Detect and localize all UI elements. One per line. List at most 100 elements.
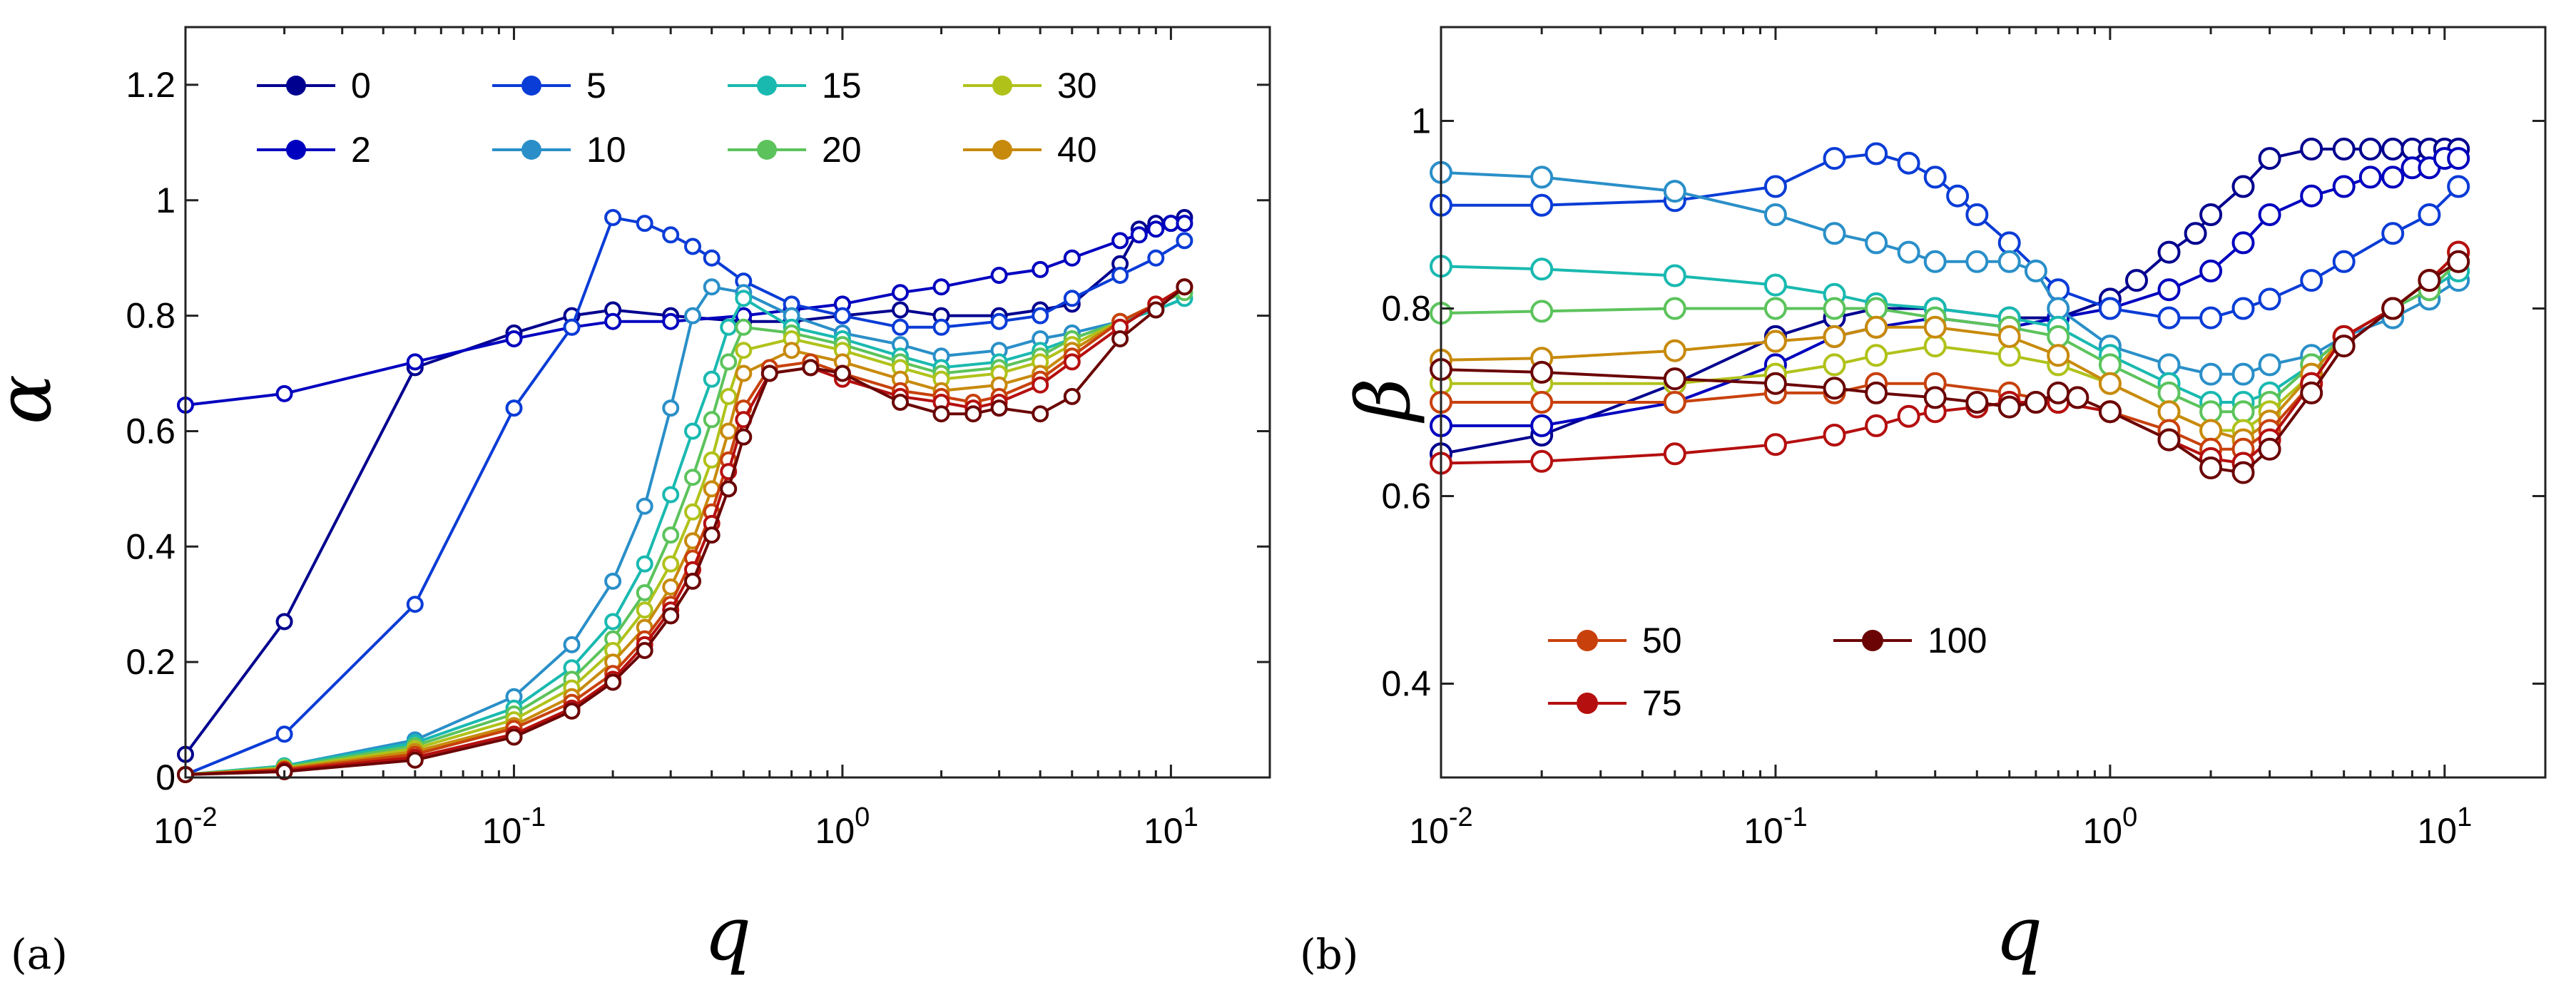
data-point bbox=[2066, 386, 2089, 409]
data-point bbox=[703, 278, 721, 296]
data-point bbox=[1530, 300, 1554, 323]
data-point bbox=[783, 342, 800, 359]
data-point bbox=[684, 572, 701, 590]
data-point bbox=[1763, 372, 1787, 395]
data-point bbox=[1663, 391, 1686, 414]
panel-b: 0.4 0.6 0.8 1 10-2 10-1 100 101 β q (b) 50 100 75 bbox=[1300, 26, 2547, 979]
data-point bbox=[2199, 259, 2223, 282]
data-point bbox=[1823, 325, 1846, 348]
data-point bbox=[1763, 330, 1787, 353]
data-point bbox=[990, 399, 1008, 417]
y-tick-label: 0.6 bbox=[1381, 476, 1431, 516]
legend-label: 20 bbox=[822, 130, 862, 170]
legend-marker bbox=[521, 76, 541, 96]
panel-label: (b) bbox=[1300, 930, 1358, 979]
data-point bbox=[1997, 231, 2021, 255]
data-point bbox=[1865, 414, 1888, 437]
data-point bbox=[2157, 240, 2181, 264]
data-point bbox=[2231, 297, 2255, 320]
data-point bbox=[2157, 353, 2181, 377]
series-group bbox=[177, 209, 1193, 783]
data-point bbox=[2258, 287, 2281, 311]
data-point bbox=[2199, 419, 2223, 442]
data-point bbox=[662, 526, 680, 544]
legend-label: 30 bbox=[1057, 66, 1097, 106]
data-point bbox=[684, 422, 701, 440]
data-point bbox=[720, 480, 738, 498]
data-point bbox=[703, 249, 721, 267]
x-axis-label: q bbox=[1995, 890, 2043, 977]
data-point bbox=[2231, 461, 2255, 484]
data-point bbox=[1965, 250, 1989, 273]
x-tick-label: 10-1 bbox=[1743, 802, 1807, 851]
data-point bbox=[1965, 391, 1989, 414]
data-point bbox=[684, 238, 701, 255]
legend-label: 10 bbox=[586, 130, 626, 170]
data-point bbox=[1823, 297, 1846, 320]
data-point bbox=[2199, 306, 2223, 330]
data-point bbox=[505, 399, 523, 417]
legend-item-0: 0 bbox=[257, 66, 371, 106]
data-point bbox=[1823, 353, 1846, 377]
data-point bbox=[703, 451, 721, 469]
data-point bbox=[662, 607, 680, 625]
data-point bbox=[703, 526, 721, 544]
data-point bbox=[2184, 222, 2207, 245]
data-point bbox=[2047, 325, 2070, 348]
data-point bbox=[275, 725, 293, 743]
data-point bbox=[1176, 232, 1193, 250]
legend-item-20: 20 bbox=[728, 130, 862, 170]
data-point bbox=[1530, 449, 1554, 473]
data-point bbox=[1663, 442, 1686, 466]
data-point bbox=[1997, 325, 2021, 348]
data-point bbox=[1176, 215, 1193, 233]
data-point bbox=[990, 267, 1008, 284]
data-point bbox=[1865, 381, 1888, 404]
data-point bbox=[735, 428, 753, 446]
legend-label: 50 bbox=[1642, 621, 1682, 660]
data-point bbox=[2231, 175, 2255, 198]
data-point bbox=[2157, 400, 2181, 424]
data-point bbox=[604, 209, 622, 226]
data-point bbox=[1530, 193, 1554, 217]
data-point bbox=[563, 318, 581, 336]
data-point bbox=[1823, 424, 1846, 447]
legend-label: 2 bbox=[351, 130, 371, 170]
data-point bbox=[1032, 307, 1049, 325]
data-point bbox=[2047, 344, 2070, 367]
legend-item-75: 75 bbox=[1548, 683, 1682, 723]
y-tick-label: 0.8 bbox=[126, 296, 175, 336]
data-point bbox=[2157, 381, 2181, 404]
y-tick-label: 0 bbox=[156, 757, 175, 797]
data-point bbox=[275, 384, 293, 402]
data-point bbox=[892, 301, 909, 319]
data-point bbox=[1663, 367, 1686, 391]
data-point bbox=[760, 364, 778, 382]
data-point bbox=[1663, 339, 1686, 362]
data-point bbox=[636, 584, 653, 601]
data-point bbox=[735, 290, 753, 307]
data-point bbox=[1897, 404, 1920, 428]
data-point bbox=[2231, 231, 2255, 255]
data-point bbox=[720, 353, 738, 371]
data-point bbox=[1946, 184, 1970, 208]
data-point bbox=[802, 359, 820, 377]
data-point bbox=[2098, 297, 2122, 320]
y-axis: 0 0.2 0.4 0.6 0.8 1 1.2 bbox=[126, 65, 1270, 797]
data-point bbox=[1923, 250, 1947, 273]
data-point bbox=[275, 613, 293, 631]
data-point bbox=[932, 278, 950, 296]
y-tick-label: 1 bbox=[1411, 101, 1431, 141]
legend-label: 0 bbox=[351, 66, 371, 106]
y-tick-label: 1 bbox=[156, 180, 175, 220]
data-point bbox=[2157, 306, 2181, 330]
data-point bbox=[2381, 138, 2405, 160]
data-point bbox=[2157, 428, 2181, 451]
y-axis-label: β bbox=[1340, 378, 1427, 424]
data-point bbox=[833, 307, 851, 325]
data-point bbox=[1147, 249, 1165, 267]
data-point bbox=[1763, 273, 1787, 297]
legend-item-5: 5 bbox=[492, 66, 606, 106]
legend-marker bbox=[286, 76, 306, 96]
legend-item-10: 10 bbox=[492, 130, 626, 170]
